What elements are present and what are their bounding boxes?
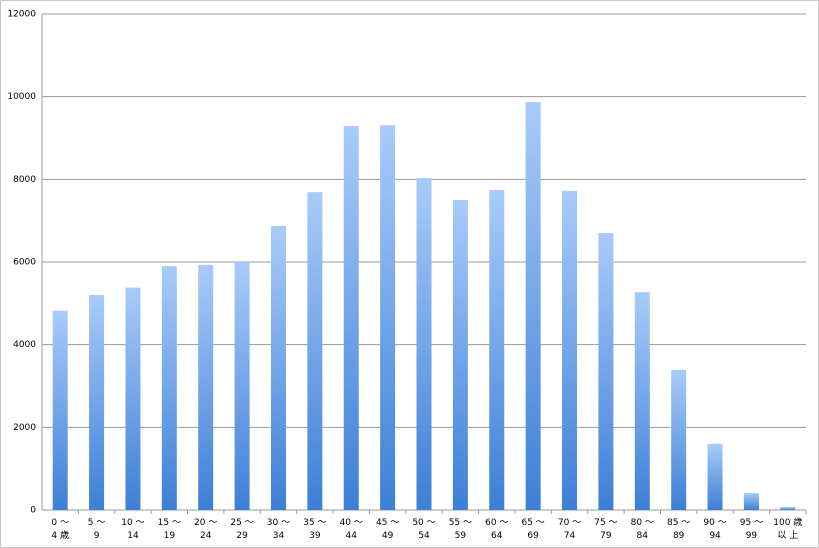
bar [489,190,505,510]
x-tick-label: 100 歳以 上 [773,516,802,541]
bar [743,493,759,510]
y-tick-label: 2000 [13,423,36,433]
y-tick-label: 4000 [13,340,36,350]
bar [416,178,432,511]
bar [707,443,723,510]
bar [562,190,578,510]
y-tick-label: 10000 [7,92,36,102]
y-tick-label: 0 [30,506,36,516]
x-tick-label: 20 〜 24 [194,518,217,541]
bar [380,125,396,510]
x-tick-label: 90 〜 94 [703,518,726,541]
bar [343,126,359,510]
x-tick-label: 35 〜 39 [303,518,326,541]
bar [598,233,614,511]
bar [161,266,177,510]
bar [234,262,250,510]
x-tick-label: 70 〜 74 [558,518,581,541]
x-tick-label: 25 〜 29 [230,518,253,541]
x-tick-label: 85 〜 89 [667,518,690,541]
x-tick-label: 0 〜 4 歳 [51,518,69,541]
bar [52,310,68,510]
x-tick-label: 60 〜 64 [485,518,508,541]
x-tick-label: 80 〜 84 [631,518,654,541]
bar [671,369,687,510]
bar [198,264,214,510]
x-tick-label: 55 〜 59 [449,518,472,541]
y-tick-label: 12000 [7,10,36,20]
bar [270,226,286,511]
x-tick-label: 40 〜 44 [340,518,363,541]
x-tick-label: 50 〜 54 [412,518,435,541]
bar [780,507,796,510]
x-tick-label: 10 〜 14 [121,518,144,541]
bar [125,287,141,510]
bar [89,295,105,510]
bar [452,200,468,510]
x-tick-label: 75 〜 79 [594,518,617,541]
x-tick-label: 45 〜 49 [376,518,399,541]
bar [525,102,541,510]
x-tick-label: 30 〜 34 [267,518,290,541]
x-tick-label: 95 〜 99 [740,518,763,541]
x-tick-label: 5 〜 9 [88,518,106,541]
y-tick-label: 6000 [13,258,36,268]
y-tick-label: 8000 [13,175,36,185]
bar [307,192,323,510]
bar [634,292,650,510]
x-tick-label: 65 〜 69 [521,518,544,541]
x-tick-label: 15 〜 19 [158,518,181,541]
